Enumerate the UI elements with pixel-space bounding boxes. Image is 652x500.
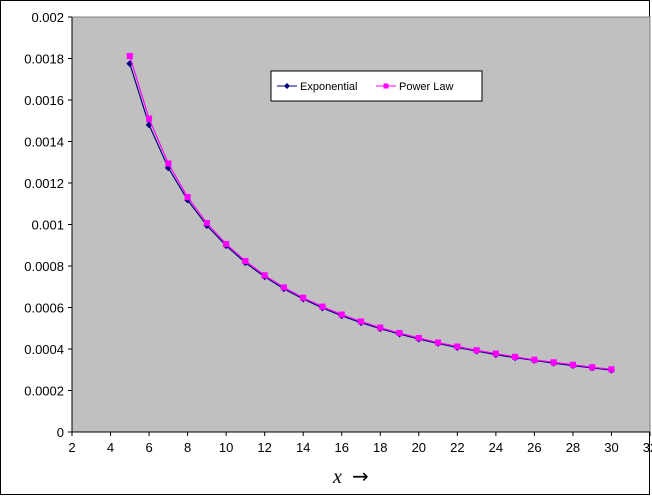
data-point-power-law xyxy=(223,240,230,248)
y-axis: 0 0.0002 0.0004 0.0006 0.0008 0.001 0.0012 0.00… xyxy=(24,10,73,440)
y-tick-label: 0.0006 xyxy=(24,301,64,316)
data-point-power-law xyxy=(512,353,519,360)
data-point-power-law xyxy=(203,219,210,227)
series-line-power-law xyxy=(129,55,612,370)
data-point-power-law xyxy=(454,343,461,350)
data-point-power-law xyxy=(435,339,442,346)
data-point-power-law xyxy=(377,324,384,331)
data-point-power-law xyxy=(473,347,480,354)
data-point-power-law xyxy=(338,311,345,318)
x-tick-label: 16 xyxy=(334,440,348,455)
legend: Exponential Power Law xyxy=(270,70,483,102)
data-point-power-law xyxy=(261,272,268,279)
series-power-law xyxy=(126,52,615,373)
x-tick-label: 30 xyxy=(604,440,618,455)
y-tick-label: 0.002 xyxy=(31,10,64,25)
x-axis-arrow: → xyxy=(352,464,369,488)
x-tick-label: 20 xyxy=(412,440,426,455)
x-tick-label: 8 xyxy=(184,440,191,455)
data-point-power-law xyxy=(550,359,557,366)
data-point-power-law xyxy=(165,160,172,167)
data-point-power-law xyxy=(589,364,596,371)
data-point-power-law xyxy=(492,350,499,357)
series-line-exponential xyxy=(129,63,612,371)
x-tick-label: 2 xyxy=(68,440,75,455)
x-tick-label: 4 xyxy=(107,440,114,455)
data-point-power-law xyxy=(357,318,365,325)
x-tick-label: 18 xyxy=(373,440,387,455)
data-point-power-law xyxy=(569,361,576,368)
y-tick-label: 0.0014 xyxy=(24,135,64,150)
legend-marker-power-law xyxy=(383,83,389,89)
data-point-power-law xyxy=(300,294,307,301)
y-tick-label: 0.0004 xyxy=(24,342,64,357)
y-tick-label: 0 xyxy=(57,425,64,440)
y-tick-label: 0.0012 xyxy=(24,176,64,191)
data-point-power-law xyxy=(319,303,326,310)
data-point-power-law xyxy=(531,356,538,363)
data-point-power-law xyxy=(126,52,133,60)
series-layer xyxy=(126,52,616,374)
data-point-power-law xyxy=(415,334,422,342)
x-tick-label: 26 xyxy=(527,440,541,455)
y-tick-label: 0.0016 xyxy=(24,93,64,108)
y-tick-label: 0.0018 xyxy=(24,52,64,67)
legend-marker-exponential xyxy=(284,83,290,89)
legend-label-power-law: Power Law xyxy=(399,81,453,93)
data-point-power-law xyxy=(146,115,153,122)
x-tick-label: 10 xyxy=(219,440,233,455)
data-point-power-law xyxy=(608,366,615,373)
data-point-power-law xyxy=(184,194,191,201)
x-axis-title: x xyxy=(332,466,342,488)
y-tick-label: 0.0008 xyxy=(24,259,64,274)
x-tick-label: 6 xyxy=(145,440,152,455)
x-tick-label: 12 xyxy=(257,440,271,455)
y-tick-label: 0.0002 xyxy=(24,384,64,399)
x-tick-label: 14 xyxy=(296,440,310,455)
y-tick-label: 0.001 xyxy=(31,218,64,233)
data-point-power-law xyxy=(280,284,287,291)
x-tick-label: 24 xyxy=(489,440,503,455)
data-point-power-law xyxy=(396,329,403,337)
legend-label-exponential: Exponential xyxy=(300,81,358,93)
x-tick-label: 22 xyxy=(450,440,464,455)
x-tick-label: 32 xyxy=(643,440,652,455)
data-point-power-law xyxy=(242,257,249,265)
x-tick-label: 28 xyxy=(566,440,580,455)
x-axis: 2468101214161820222426283032 xyxy=(68,431,652,455)
